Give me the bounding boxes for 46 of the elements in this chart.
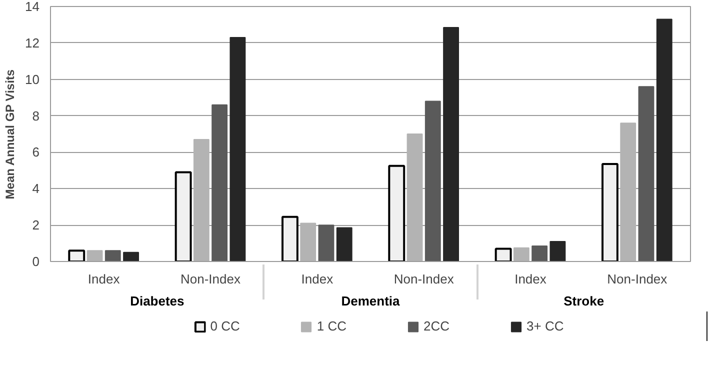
- bar: [282, 216, 298, 262]
- bar: [318, 224, 334, 262]
- bar: [174, 171, 192, 262]
- x-tick-label: Non-Index: [394, 272, 454, 286]
- text: Dementia: [341, 294, 401, 308]
- bar: [532, 246, 548, 262]
- y-tick-label: 2: [32, 218, 40, 233]
- legend-label: 2CC: [424, 318, 450, 334]
- y-tick-label: 10: [25, 72, 40, 87]
- text: Diabetes: [130, 294, 184, 308]
- bar: [494, 248, 512, 262]
- bar: [638, 86, 654, 262]
- x-tick-label: Non-Index: [607, 272, 668, 286]
- bar: [513, 247, 530, 262]
- legend-label: 3+ CC: [526, 318, 564, 334]
- bar: [602, 163, 618, 262]
- y-tick-label: 4: [32, 181, 40, 196]
- legend-label: 0 CC: [210, 318, 240, 334]
- bar: [123, 252, 139, 262]
- bar: [443, 26, 459, 262]
- x-tick-label: Index: [514, 272, 547, 286]
- y-tick-label: 14: [25, 0, 40, 14]
- y-tick-label: 8: [32, 108, 40, 124]
- x-tick-label: Index: [88, 272, 120, 286]
- bar: [212, 104, 228, 262]
- bar: [424, 100, 441, 262]
- bar: [86, 250, 103, 262]
- bar: [68, 250, 86, 262]
- bar: [193, 138, 210, 262]
- y-axis-title: Mean Annual GP Visits: [3, 69, 18, 200]
- y-tick-label: 6: [32, 144, 40, 160]
- y-tick-label: 12: [25, 35, 40, 50]
- y-tick-label: 0: [32, 254, 40, 269]
- bar: [300, 222, 316, 262]
- bar: [336, 227, 352, 262]
- bar: [656, 18, 672, 262]
- bar: [104, 250, 121, 262]
- bar: [230, 36, 246, 262]
- x-tick-label: Index: [301, 272, 334, 286]
- bar: [406, 134, 423, 262]
- legend-label: 1 CC: [316, 318, 347, 334]
- bar: [388, 164, 406, 262]
- text: Stroke: [564, 294, 604, 308]
- bar: [620, 122, 636, 262]
- bar: [550, 240, 566, 262]
- x-tick-label: Non-Index: [180, 272, 241, 286]
